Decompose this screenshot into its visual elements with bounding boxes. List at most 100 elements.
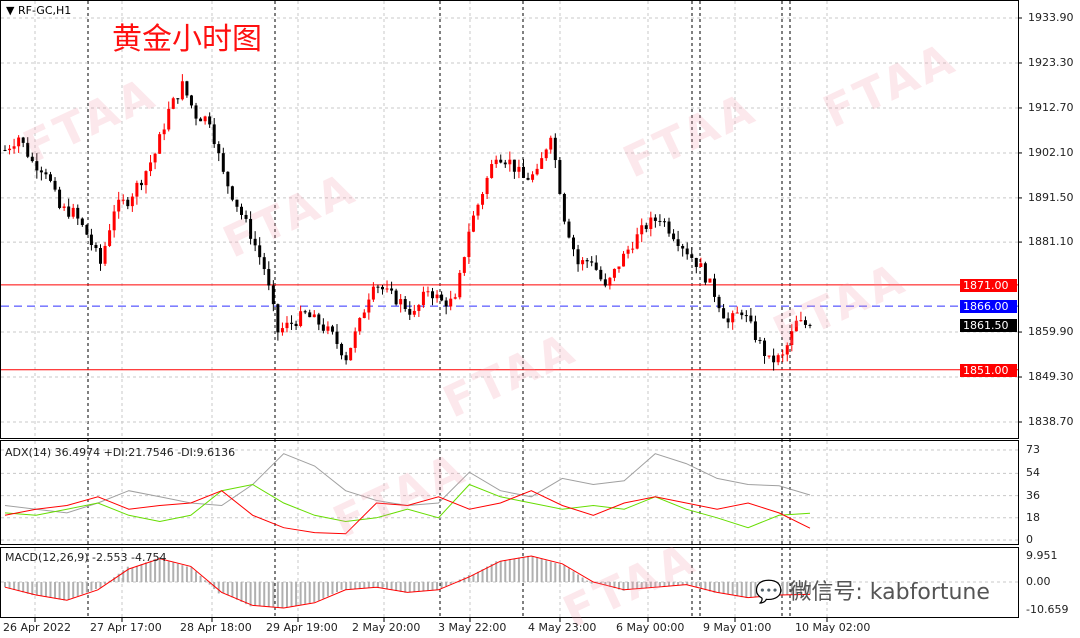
adx-axis-label: 73 [1026, 443, 1040, 456]
adx-axis-label: 0 [1026, 533, 1033, 546]
candle-body [540, 158, 544, 169]
candle-body [753, 321, 757, 340]
candle-body [326, 326, 330, 331]
candle-body [162, 129, 166, 135]
candle-body [371, 286, 375, 300]
candle-body [681, 245, 685, 249]
candle-body [267, 269, 271, 286]
candle-body [631, 248, 635, 250]
candle-body [803, 320, 807, 325]
candle-body [53, 180, 57, 190]
candle-body [435, 294, 439, 299]
candle-body [763, 340, 767, 357]
candle-body [276, 304, 280, 333]
candle-body [585, 260, 589, 262]
candle-body [271, 285, 275, 305]
candle-body [576, 249, 580, 265]
wechat-watermark: 💬 微信号: kabfortune [755, 574, 990, 606]
price-label: 1923.30 [1028, 55, 1074, 69]
macd-axis-label: 9.951 [1026, 549, 1058, 563]
candle-body [189, 95, 193, 106]
candle-body [244, 214, 248, 219]
dropdown-triangle-icon[interactable]: ▼ [6, 4, 18, 17]
price-label: 1838.70 [1028, 415, 1074, 428]
candle-body [594, 262, 598, 270]
candle-body [44, 172, 48, 175]
candle-body [217, 144, 221, 154]
candle-body [412, 310, 416, 315]
candle-body [622, 253, 626, 267]
candle-body [299, 311, 303, 326]
candle-body [590, 261, 594, 263]
time-label: 2 May 20:00 [352, 621, 421, 634]
candle-body [153, 153, 157, 163]
candle-body [130, 196, 134, 207]
candle-body [149, 162, 153, 172]
time-label: 28 Apr 18:00 [180, 621, 252, 634]
candle-body [626, 249, 630, 254]
candle-body [262, 257, 266, 270]
candle-body [344, 355, 348, 361]
time-label: 6 May 00:00 [616, 621, 685, 634]
time-label: 27 Apr 17:00 [90, 621, 162, 634]
candle-body [285, 322, 289, 329]
candle-body [617, 266, 621, 269]
candle-body [785, 344, 789, 355]
candle-body [21, 137, 25, 143]
candle-body [121, 199, 125, 201]
candle-body [80, 218, 84, 225]
time-label: 26 Apr 2022 [3, 621, 72, 634]
candle-body [26, 142, 30, 157]
time-label: 9 May 01:00 [703, 621, 772, 634]
candle-body [808, 324, 812, 326]
candle-body [349, 347, 353, 361]
candle-body [781, 354, 785, 356]
candle-body [712, 278, 716, 297]
candle-body [581, 260, 585, 265]
time-label: 3 May 22:00 [438, 621, 507, 634]
candle-body [503, 162, 507, 165]
pivot-price-tag: 1866.00 [960, 300, 1017, 314]
candle-body [321, 324, 325, 331]
candle-body [431, 291, 435, 299]
candle-body [531, 174, 535, 180]
candle-body [290, 322, 294, 324]
candle-body [308, 312, 312, 318]
candle-body [330, 326, 334, 332]
wechat-text: 微信号: kabfortune [789, 580, 990, 605]
symbol-label[interactable]: ▼ RF-GC,H1 [6, 4, 71, 17]
candle-body [567, 221, 571, 238]
candle-body [144, 171, 148, 186]
candle-body [494, 159, 498, 165]
price-label: 1912.70 [1028, 100, 1074, 114]
candle-body [421, 291, 425, 306]
candle-body [12, 146, 16, 149]
candle-body [722, 308, 726, 319]
candle-body [303, 311, 307, 313]
candle-body [694, 257, 698, 267]
candle-body [426, 291, 430, 293]
candle-body [544, 149, 548, 159]
candle-body [199, 118, 203, 122]
candle-body [417, 305, 421, 311]
candle-body [726, 318, 730, 323]
adx-axis-label: 36 [1026, 488, 1040, 502]
adx-panel [0, 440, 1019, 545]
candle-body [558, 160, 562, 194]
candle-body [226, 171, 230, 187]
candle-body [76, 207, 80, 219]
candle-body [335, 331, 339, 344]
candle-body [672, 233, 676, 240]
candle-body [685, 248, 689, 255]
candle-body [294, 323, 298, 326]
candle-body [390, 288, 394, 291]
candle-body [471, 215, 475, 232]
candle-body [603, 279, 607, 286]
macd-label: MACD(12,26,9) -2.553 -4.754 [5, 551, 167, 564]
candle-body [467, 231, 471, 258]
candle-body [772, 355, 776, 363]
current-price-tag: 1861.50 [960, 319, 1017, 333]
candle-body [449, 298, 453, 307]
candle-body [158, 134, 162, 154]
